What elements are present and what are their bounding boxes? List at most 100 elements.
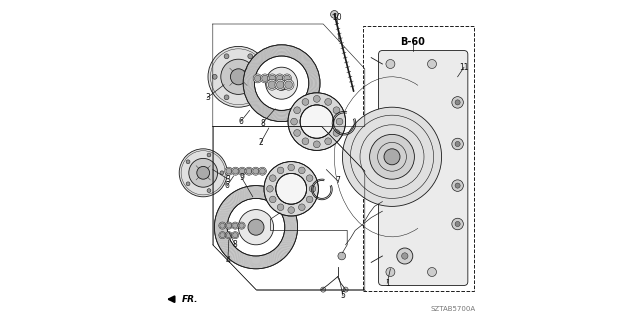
Circle shape <box>220 233 225 238</box>
Circle shape <box>225 222 232 229</box>
Circle shape <box>282 74 292 83</box>
Circle shape <box>230 69 246 85</box>
Circle shape <box>455 100 460 105</box>
Circle shape <box>255 75 261 82</box>
Circle shape <box>207 189 211 193</box>
Circle shape <box>275 74 284 83</box>
Circle shape <box>452 97 463 108</box>
Circle shape <box>338 252 346 260</box>
Circle shape <box>309 186 316 192</box>
Circle shape <box>386 60 395 68</box>
Circle shape <box>255 56 309 110</box>
Circle shape <box>186 182 190 186</box>
Text: 2: 2 <box>259 138 263 147</box>
Circle shape <box>268 81 276 89</box>
Circle shape <box>262 75 268 82</box>
Circle shape <box>455 183 460 188</box>
Circle shape <box>275 76 289 90</box>
Circle shape <box>275 79 285 90</box>
Circle shape <box>208 46 269 107</box>
Text: 3: 3 <box>205 93 210 102</box>
Circle shape <box>260 74 264 79</box>
Circle shape <box>397 248 413 264</box>
Text: FR.: FR. <box>182 295 198 304</box>
Circle shape <box>252 167 260 175</box>
Text: 5: 5 <box>340 292 346 300</box>
Text: B-60: B-60 <box>401 36 425 47</box>
Circle shape <box>428 268 436 276</box>
Circle shape <box>248 219 264 235</box>
Circle shape <box>268 74 277 83</box>
Circle shape <box>233 168 238 174</box>
Circle shape <box>238 222 245 229</box>
Circle shape <box>342 107 442 206</box>
Circle shape <box>288 164 294 171</box>
Circle shape <box>452 138 463 150</box>
Circle shape <box>197 166 210 179</box>
Text: SZTAB5700A: SZTAB5700A <box>430 306 475 312</box>
Circle shape <box>232 222 239 229</box>
Circle shape <box>225 232 232 239</box>
Circle shape <box>260 168 265 174</box>
Circle shape <box>276 75 283 82</box>
Circle shape <box>233 223 238 228</box>
Circle shape <box>267 79 277 90</box>
Circle shape <box>333 130 340 136</box>
Circle shape <box>330 11 338 18</box>
Circle shape <box>269 196 276 203</box>
Circle shape <box>227 198 285 256</box>
Circle shape <box>298 167 305 174</box>
Circle shape <box>321 287 326 292</box>
Text: 3: 3 <box>226 175 230 184</box>
Circle shape <box>248 54 253 59</box>
Circle shape <box>212 74 217 79</box>
Circle shape <box>260 74 269 83</box>
Circle shape <box>243 45 320 122</box>
Circle shape <box>343 287 348 292</box>
Circle shape <box>266 67 298 99</box>
Circle shape <box>233 233 238 238</box>
Text: 11: 11 <box>460 63 468 72</box>
Circle shape <box>285 81 292 89</box>
Circle shape <box>219 222 226 229</box>
Circle shape <box>227 233 232 238</box>
Circle shape <box>226 168 232 174</box>
Circle shape <box>253 168 259 174</box>
Circle shape <box>259 167 266 175</box>
Circle shape <box>294 107 301 114</box>
Circle shape <box>452 218 463 230</box>
Circle shape <box>221 59 256 94</box>
Circle shape <box>288 207 294 213</box>
Circle shape <box>269 175 276 181</box>
FancyBboxPatch shape <box>378 51 468 285</box>
Circle shape <box>314 95 320 102</box>
Circle shape <box>267 186 273 192</box>
Circle shape <box>225 167 233 175</box>
Circle shape <box>186 160 190 164</box>
Circle shape <box>324 138 332 145</box>
Circle shape <box>307 196 313 203</box>
Circle shape <box>277 167 284 174</box>
Circle shape <box>207 153 211 157</box>
Circle shape <box>179 149 227 197</box>
Circle shape <box>314 141 320 148</box>
Circle shape <box>455 141 460 147</box>
Circle shape <box>239 210 274 245</box>
Text: 1: 1 <box>385 279 390 288</box>
Circle shape <box>307 175 313 181</box>
Circle shape <box>298 204 305 211</box>
Circle shape <box>302 99 309 105</box>
Circle shape <box>384 149 400 165</box>
Circle shape <box>428 60 436 68</box>
Circle shape <box>284 75 291 82</box>
Wedge shape <box>264 162 319 216</box>
Wedge shape <box>288 93 346 150</box>
Circle shape <box>284 79 294 90</box>
Circle shape <box>386 268 395 276</box>
Circle shape <box>239 168 245 174</box>
Circle shape <box>220 223 225 228</box>
Circle shape <box>246 168 252 174</box>
Text: 6: 6 <box>225 181 230 190</box>
Circle shape <box>276 81 284 89</box>
Circle shape <box>324 99 332 105</box>
